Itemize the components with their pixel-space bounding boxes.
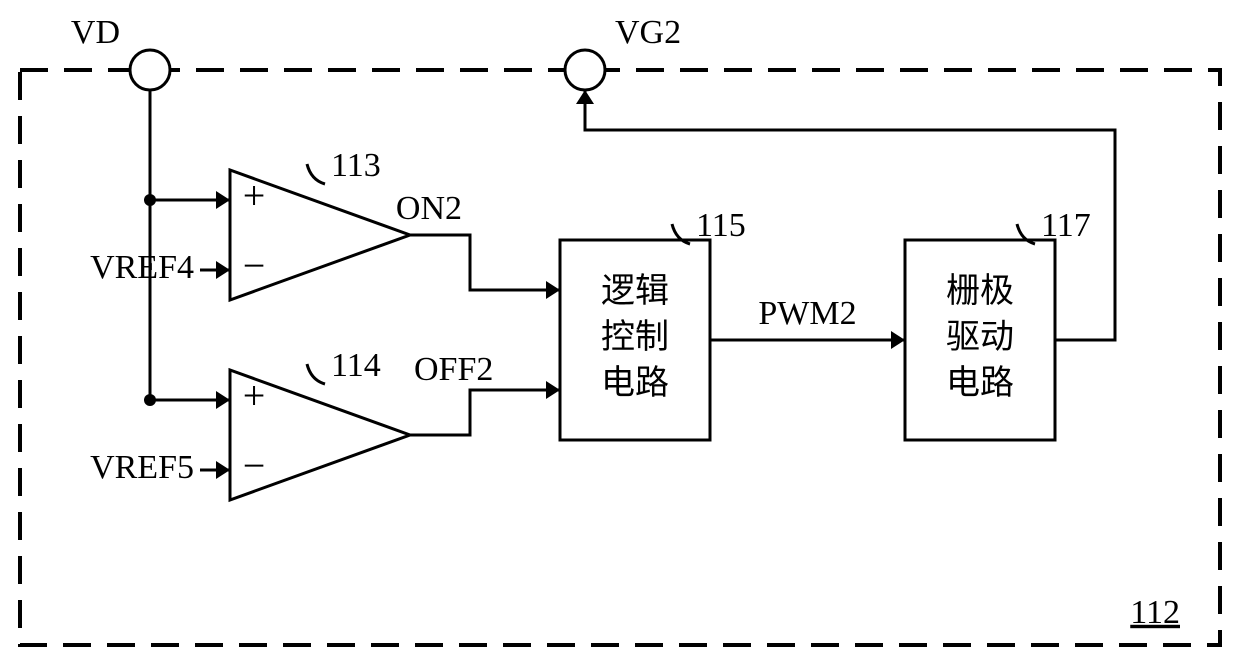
gate-driver-block-line-2: 电路	[946, 364, 1014, 402]
svg-text:113: 113	[331, 147, 381, 184]
vg2-label: VG2	[615, 14, 681, 51]
svg-text:114: 114	[331, 347, 381, 384]
gate-driver-block-line-1: 驱动	[946, 319, 1014, 356]
logic-control-block-line-2: 电路	[601, 364, 669, 402]
comparator-1-plus: +	[243, 173, 266, 218]
pwm2-label: PWM2	[758, 295, 856, 332]
gate-driver-block-line-0: 栅极	[946, 272, 1014, 310]
comparator-1-minus: −	[243, 243, 266, 288]
comparator-2-minus: −	[243, 443, 266, 488]
logic-control-block-line-1: 控制	[601, 318, 669, 356]
svg-text:117: 117	[1041, 207, 1091, 244]
comparator-2-plus: +	[243, 373, 266, 418]
module-ref: 112	[1130, 594, 1180, 631]
off2-label: OFF2	[414, 351, 493, 388]
vg2-terminal	[565, 50, 605, 90]
comparator-2-minus-label: VREF5	[90, 449, 194, 486]
on2-label: ON2	[396, 190, 462, 227]
logic-control-block-line-0: 逻辑	[601, 272, 669, 310]
svg-text:115: 115	[696, 207, 746, 244]
vd-label: VD	[71, 14, 120, 51]
comparator-1-minus-label: VREF4	[90, 249, 194, 286]
vd-terminal	[130, 50, 170, 90]
